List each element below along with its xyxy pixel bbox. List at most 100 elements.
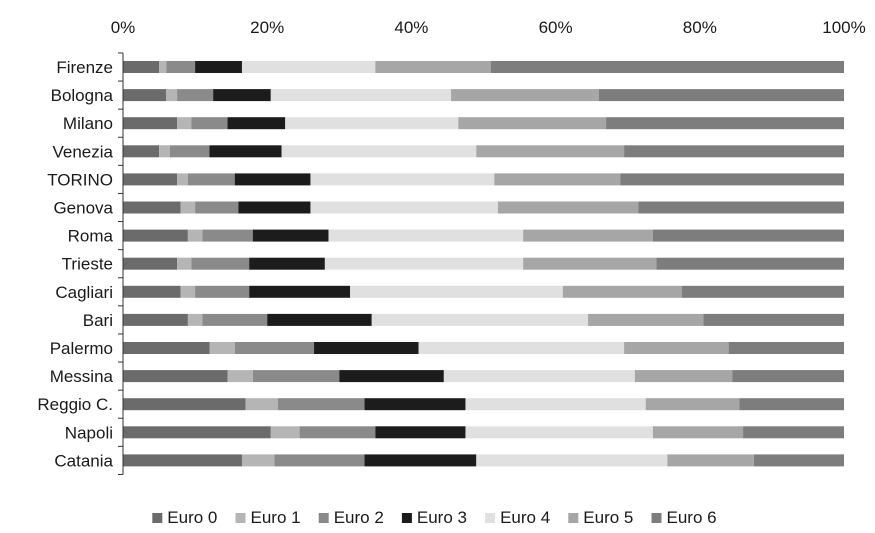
bar-trieste-euro-3 — [249, 257, 325, 270]
y-tick-label-torino: TORINO — [47, 170, 113, 189]
bar-venezia-euro-2 — [169, 145, 210, 158]
bar-napoli-euro-0 — [123, 426, 271, 439]
legend-label-euro-0: Euro 0 — [167, 508, 217, 527]
bar-napoli-euro-5 — [652, 426, 744, 439]
legend-swatch-euro-5 — [568, 513, 579, 523]
bar-bologna-euro-5 — [451, 89, 599, 102]
bar-bari-euro-6 — [703, 313, 844, 326]
bar-messina-euro-1 — [227, 370, 253, 383]
bar-trieste-euro-6 — [656, 257, 844, 270]
bar-catania-euro-5 — [667, 454, 754, 467]
bar-firenze-euro-5 — [375, 61, 491, 73]
bar-napoli-euro-1 — [270, 426, 300, 439]
legend-swatch-euro-3 — [401, 513, 412, 523]
bar-messina-euro-4 — [443, 370, 635, 383]
y-tick-label-milano: Milano — [63, 114, 113, 133]
legend-label-euro-4: Euro 4 — [500, 508, 550, 527]
bar-catania-euro-0 — [123, 454, 242, 467]
bar-venezia-euro-1 — [159, 145, 170, 158]
bar-cagliari-euro-3 — [249, 285, 351, 298]
legend-swatch-euro-2 — [318, 513, 329, 523]
bar-genova-euro-4 — [310, 201, 498, 214]
bar-messina-euro-3 — [339, 370, 444, 383]
bar-genova-euro-2 — [195, 201, 239, 214]
bar-area — [123, 61, 845, 467]
bar-trieste-euro-1 — [177, 257, 192, 270]
y-tick-label-roma: Roma — [68, 227, 114, 246]
y-tick-label-genova: Genova — [53, 199, 113, 218]
bar-palermo-euro-4 — [418, 342, 625, 354]
bar-genova-euro-1 — [180, 201, 196, 214]
legend-label-euro-5: Euro 5 — [583, 508, 633, 527]
bar-palermo-euro-2 — [234, 342, 315, 354]
bar-messina-euro-5 — [634, 370, 733, 383]
bar-palermo-euro-1 — [209, 342, 235, 354]
legend-label-euro-3: Euro 3 — [417, 508, 467, 527]
bar-trieste-euro-2 — [191, 257, 250, 270]
bar-roma-euro-2 — [202, 229, 253, 242]
bar-reggio-c-euro-3 — [364, 398, 466, 411]
bar-cagliari-euro-1 — [180, 285, 196, 298]
bar-milano-euro-3 — [227, 117, 286, 130]
bar-firenze-euro-0 — [123, 61, 160, 73]
bar-bologna-euro-0 — [123, 89, 167, 102]
bar-messina-euro-0 — [123, 370, 228, 383]
bar-milano-euro-0 — [123, 117, 178, 130]
bar-bologna-euro-2 — [177, 89, 214, 102]
bar-venezia-euro-4 — [281, 145, 477, 158]
bar-bologna-euro-4 — [270, 89, 452, 102]
bar-cagliari-euro-2 — [195, 285, 250, 298]
bar-cagliari-euro-5 — [562, 285, 682, 298]
bar-napoli-euro-6 — [743, 426, 844, 439]
y-tick-label-palermo: Palermo — [50, 339, 113, 358]
x-tick-label: 100% — [822, 18, 865, 37]
bar-bari-euro-5 — [588, 313, 704, 326]
bar-torino-euro-3 — [234, 173, 311, 186]
bar-genova-euro-5 — [497, 201, 639, 214]
bar-bari-euro-0 — [123, 313, 188, 326]
y-tick-label-bologna: Bologna — [51, 86, 114, 105]
bar-torino-euro-0 — [123, 173, 178, 186]
y-tick-label-trieste: Trieste — [62, 255, 113, 274]
bar-firenze-euro-1 — [159, 61, 167, 73]
bar-reggio-c-euro-4 — [465, 398, 646, 411]
legend-label-euro-6: Euro 6 — [667, 508, 717, 527]
legend-swatch-euro-0 — [152, 513, 163, 523]
bar-bari-euro-2 — [202, 313, 268, 326]
bar-bari-euro-3 — [267, 313, 372, 326]
bar-reggio-c-euro-5 — [645, 398, 740, 411]
x-axis: 0% 20% 40% 60% 80% 100% — [111, 18, 866, 37]
legend-swatch-euro-1 — [235, 513, 246, 523]
bar-genova-euro-0 — [123, 201, 181, 214]
bar-catania-euro-1 — [241, 454, 275, 467]
bar-venezia-euro-3 — [209, 145, 282, 158]
bar-cagliari-euro-4 — [350, 285, 563, 298]
bar-bologna-euro-3 — [213, 89, 271, 102]
bar-palermo-euro-6 — [728, 342, 844, 354]
x-tick-label: 0% — [111, 18, 136, 37]
bar-roma-euro-1 — [187, 229, 203, 242]
x-tick-label: 40% — [394, 18, 428, 37]
bar-reggio-c-euro-0 — [123, 398, 246, 411]
bar-bari-euro-4 — [371, 313, 589, 326]
bar-firenze-euro-2 — [166, 61, 196, 73]
bar-bologna-euro-1 — [166, 89, 178, 102]
bar-roma-euro-0 — [123, 229, 188, 242]
bar-napoli-euro-2 — [299, 426, 376, 439]
bar-torino-euro-6 — [620, 173, 844, 186]
bar-palermo-euro-5 — [624, 342, 729, 354]
bar-torino-euro-2 — [187, 173, 235, 186]
y-tick-label-bari: Bari — [83, 311, 113, 330]
bar-firenze-euro-6 — [490, 61, 844, 73]
bar-catania-euro-6 — [753, 454, 845, 467]
bar-firenze-euro-4 — [241, 61, 376, 73]
bar-milano-euro-6 — [606, 117, 844, 130]
y-axis: Firenze Bologna Milano Venezia TORINO Genova R… — [37, 52, 124, 475]
bar-reggio-c-euro-2 — [278, 398, 365, 411]
y-tick-label-venezia: Venezia — [53, 142, 114, 161]
bar-reggio-c-euro-1 — [245, 398, 279, 411]
legend: Euro 0 Euro 1 Euro 2 Euro 3 Euro 4 Euro 5 Euro… — [152, 508, 717, 527]
bar-trieste-euro-5 — [523, 257, 657, 270]
bar-milano-euro-4 — [285, 117, 459, 130]
